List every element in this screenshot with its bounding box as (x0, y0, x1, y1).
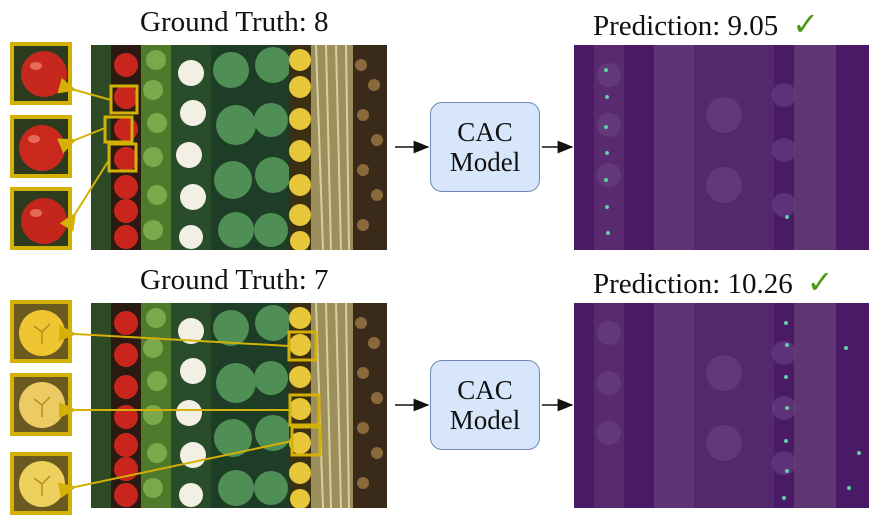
density-map-2 (574, 303, 869, 508)
exemplar-thumb-1b (10, 115, 72, 178)
input-image-2 (91, 303, 387, 508)
exemplar-thumb-2a (10, 300, 72, 363)
ground-truth-title-1: Ground Truth: 8 (140, 6, 329, 38)
model-label-line1: CAC (457, 116, 513, 147)
prediction-value-1: Prediction: 9.05 (593, 10, 779, 42)
prediction-value-2: Prediction: 10.26 (593, 268, 793, 300)
exemplar-thumb-1c (10, 187, 72, 250)
exemplar-thumb-2b (10, 373, 72, 436)
input-image-1 (91, 45, 387, 250)
model-label-line2: Model (449, 147, 521, 177)
cac-model-box-2: CAC Model (430, 360, 540, 450)
model-label-line2: Model (449, 405, 521, 435)
prediction-title-2: Prediction: 10.26 ✓ (593, 266, 834, 299)
exemplar-thumb-1a (10, 42, 72, 105)
ground-truth-title-2: Ground Truth: 7 (140, 264, 329, 296)
model-label-line1: CAC (457, 374, 513, 405)
cac-model-box-1: CAC Model (430, 102, 540, 192)
prediction-title-1: Prediction: 9.05 ✓ (593, 8, 819, 41)
exemplar-thumb-2c (10, 452, 72, 515)
check-icon: ✓ (806, 263, 834, 301)
check-icon: ✓ (792, 5, 820, 43)
density-map-1 (574, 45, 869, 250)
